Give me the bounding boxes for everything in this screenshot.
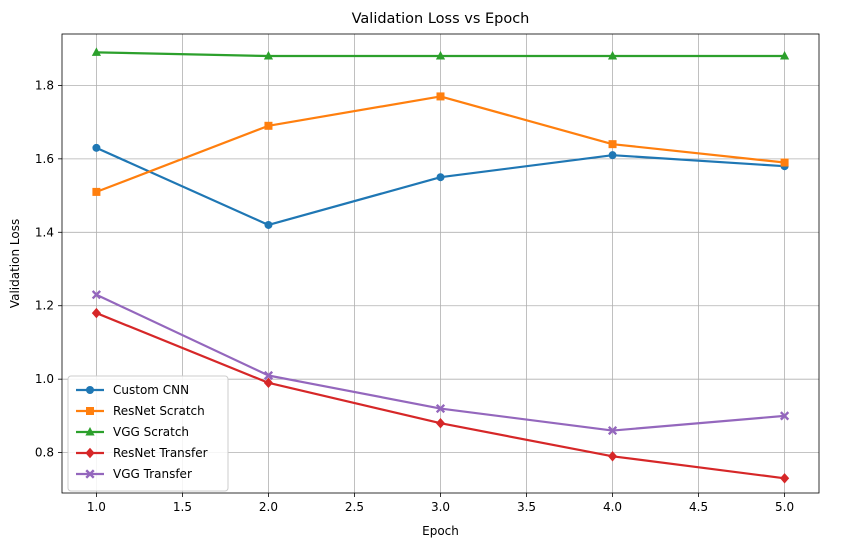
legend-label: ResNet Scratch [113, 404, 205, 418]
y-axis-ticks: 0.8 1.0 1.2 1.4 1.6 1.8 [35, 78, 62, 460]
x-tick-label: 4.0 [603, 500, 622, 514]
data-point-vgg-transfer [263, 370, 274, 381]
y-tick-label: 1.8 [35, 78, 54, 92]
x-axis-title: Epoch [422, 524, 459, 538]
legend-box [67, 375, 229, 492]
x-tick-label: 3.5 [517, 500, 536, 514]
data-point-vgg-scratch [263, 51, 274, 60]
data-point-resnet-scratch [780, 158, 789, 167]
data-point-custom-cnn [264, 220, 273, 229]
x-axis-ticks: 1.0 1.5 2.0 2.5 3.0 3.5 4.0 4.5 5.0 [87, 493, 794, 514]
data-point-resnet-scratch [608, 140, 617, 149]
data-point-resnet-transfer [779, 473, 790, 484]
y-tick-label: 1.2 [35, 299, 54, 313]
grid-lines [62, 34, 819, 493]
y-tick-label: 1.4 [35, 225, 54, 239]
x-tick-label: 2.0 [259, 500, 278, 514]
x-tick-label: 3.0 [431, 500, 450, 514]
data-point-vgg-scratch [779, 51, 790, 60]
y-axis-title: Validation Loss [8, 219, 22, 308]
legend-label: ResNet Transfer [113, 446, 208, 460]
legend-item-vgg-scratch: VGG Scratch [76, 425, 189, 439]
series-resnet-scratch [92, 92, 789, 196]
data-point-custom-cnn [92, 143, 101, 152]
data-point-resnet-transfer [263, 377, 274, 389]
data-point-vgg-transfer [91, 290, 102, 300]
series-lines [91, 47, 790, 484]
x-tick-label: 5.0 [775, 500, 794, 514]
data-point-custom-cnn [608, 151, 617, 160]
legend-label: VGG Scratch [113, 425, 189, 439]
x-tick-label: 1.0 [87, 500, 106, 514]
series-vgg-scratch [91, 47, 790, 60]
series-vgg-transfer [91, 290, 790, 436]
data-point-vgg-scratch [91, 47, 102, 56]
legend: Custom CNN ResNet Scratch VGG Scratch ResNe… [67, 375, 229, 492]
data-point-resnet-scratch [92, 187, 101, 196]
legend-label: VGG Transfer [113, 467, 192, 481]
legend-swatch-marker [85, 469, 95, 479]
data-point-vgg-transfer [435, 403, 446, 414]
data-point-custom-cnn [436, 173, 445, 182]
data-point-vgg-transfer [607, 425, 618, 436]
series-resnet-transfer [91, 307, 790, 484]
legend-item-vgg-transfer: VGG Transfer [76, 467, 192, 481]
legend-label: Custom CNN [113, 383, 189, 397]
data-point-vgg-scratch [435, 51, 446, 60]
y-tick-label: 0.8 [35, 446, 54, 460]
legend-item-resnet-scratch: ResNet Scratch [76, 404, 205, 418]
y-tick-label: 1.6 [35, 152, 54, 166]
legend-swatch-marker [86, 407, 94, 415]
legend-swatch-marker [85, 427, 95, 436]
legend-swatch-marker [86, 386, 94, 394]
legend-item-resnet-transfer: ResNet Transfer [76, 446, 208, 460]
x-tick-label: 4.5 [689, 500, 708, 514]
chart-title: Validation Loss vs Epoch [352, 11, 530, 27]
data-point-resnet-transfer [91, 307, 102, 319]
data-point-vgg-transfer [779, 411, 790, 421]
y-tick-label: 1.0 [35, 372, 54, 386]
data-point-resnet-scratch [436, 92, 445, 101]
data-point-resnet-transfer [607, 451, 618, 462]
legend-item-custom-cnn: Custom CNN [76, 383, 189, 397]
legend-swatch-marker [85, 447, 95, 459]
x-tick-label: 2.5 [345, 500, 364, 514]
data-point-resnet-transfer [435, 418, 446, 429]
data-point-vgg-scratch [607, 51, 618, 60]
x-tick-label: 1.5 [173, 500, 192, 514]
data-point-resnet-scratch [264, 121, 273, 130]
